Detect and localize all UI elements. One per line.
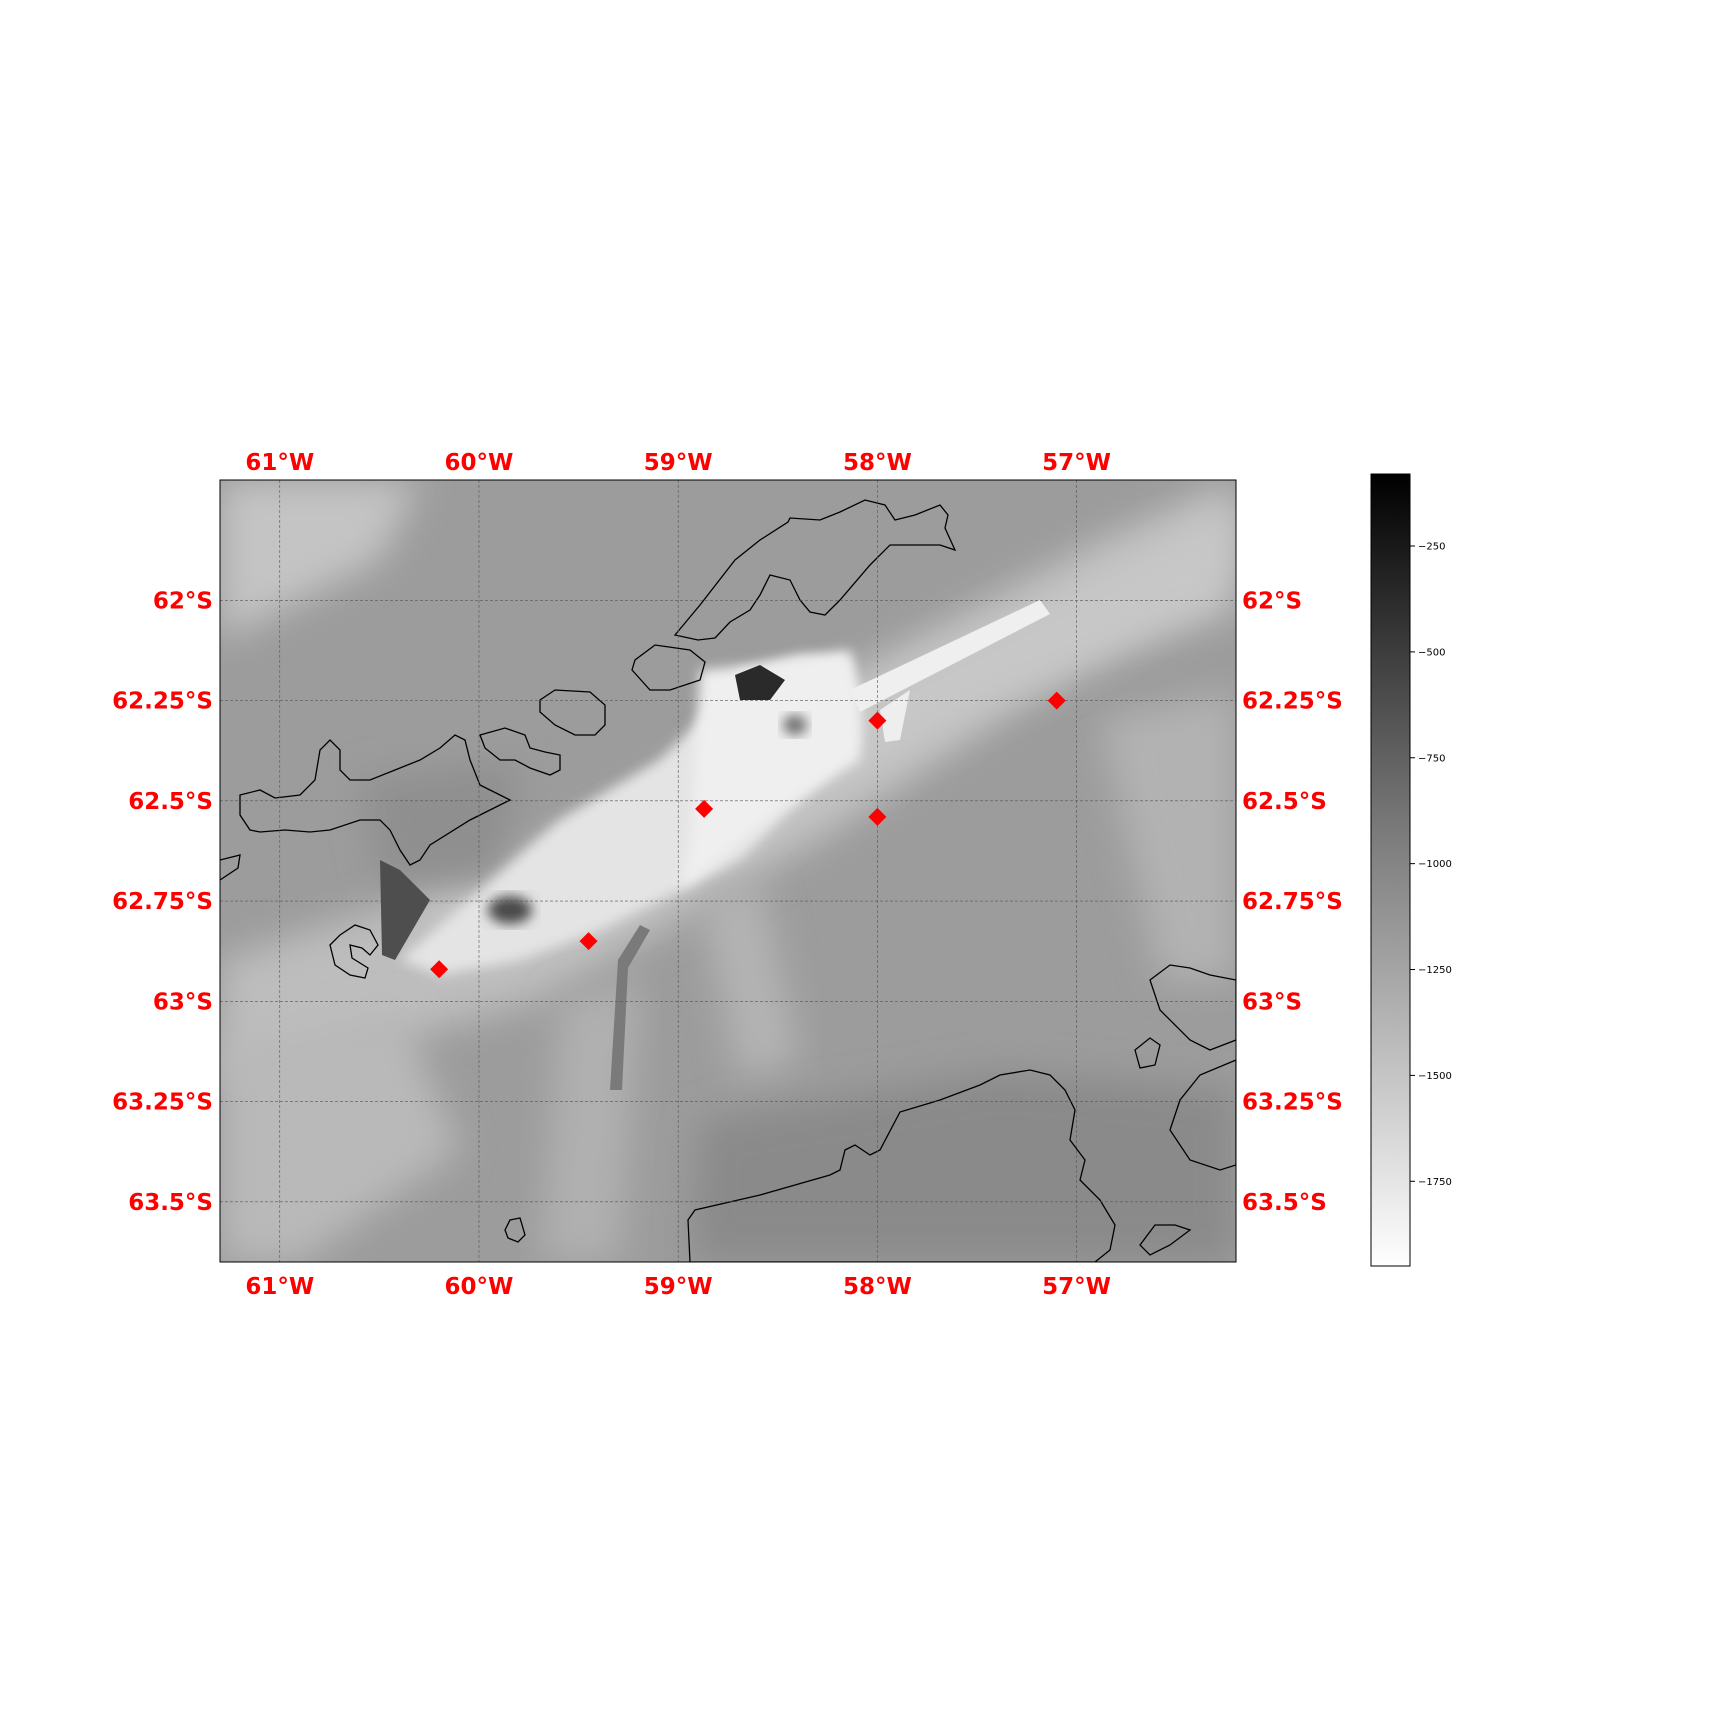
bathymetry-raster: [220, 480, 1236, 1262]
colorbar: [1370, 473, 1411, 1267]
gridlines: [220, 480, 1236, 1262]
lat-tick-label-left: 62.25°S: [112, 689, 213, 715]
lat-tick-label-left: 63.5°S: [128, 1190, 213, 1216]
colorbar-tick-label: −750: [1418, 753, 1445, 764]
station-marker: [1047, 691, 1066, 710]
lat-tick-label-right: 62.5°S: [1242, 789, 1327, 815]
station-marker: [430, 960, 449, 979]
lat-tick-label-left: 63.25°S: [112, 1090, 213, 1116]
lat-tick-label-left: 62°S: [153, 588, 213, 614]
station-marker: [695, 799, 714, 818]
lon-tick-label-top: 61°W: [245, 450, 314, 476]
lon-labels-top: 61°W 60°W 59°W 58°W 57°W: [245, 450, 1111, 476]
station-marker: [579, 932, 598, 951]
colorbar-tick-label: −1500: [1418, 1071, 1452, 1082]
lon-tick-label-top: 59°W: [644, 450, 713, 476]
lat-labels-right: 62°S 62.25°S 62.5°S 62.75°S 63°S 63.25°S 63.5°…: [1242, 588, 1343, 1216]
lon-tick-label-bottom: 61°W: [245, 1274, 314, 1300]
lat-tick-label-right: 62.75°S: [1242, 889, 1343, 915]
lat-tick-label-right: 63.25°S: [1242, 1090, 1343, 1116]
colorbar-tick-label: −1000: [1418, 859, 1452, 870]
lat-labels-left: 62°S 62.25°S 62.5°S 62.75°S 63°S 63.25°S 63.5°…: [112, 588, 213, 1216]
colorbar-tick-label: −1250: [1418, 965, 1452, 976]
lat-tick-label-left: 62.75°S: [112, 889, 213, 915]
lat-tick-label-right: 62.25°S: [1242, 689, 1343, 715]
colorbar-tick-label: −250: [1418, 542, 1445, 553]
lat-tick-label-left: 63°S: [153, 989, 213, 1015]
station-marker: [868, 711, 887, 730]
lon-tick-label-top: 57°W: [1042, 450, 1111, 476]
lon-tick-label-bottom: 58°W: [843, 1274, 912, 1300]
coastlines: [220, 499, 1236, 1262]
lat-tick-label-right: 63°S: [1242, 989, 1302, 1015]
lon-tick-label-top: 60°W: [445, 450, 514, 476]
lon-tick-label-bottom: 59°W: [644, 1274, 713, 1300]
colorbar-tick-label: −1750: [1418, 1177, 1452, 1188]
colorbar-ticks: −250 −500 −750 −1000 −1250 −1500 −1750: [1410, 542, 1452, 1188]
lat-tick-label-left: 62.5°S: [128, 789, 213, 815]
lon-labels-bottom: 61°W 60°W 59°W 58°W 57°W: [245, 1274, 1111, 1300]
colorbar-tick-label: −500: [1418, 647, 1445, 658]
lat-tick-label-right: 63.5°S: [1242, 1190, 1327, 1216]
lon-tick-label-bottom: 57°W: [1042, 1274, 1111, 1300]
marker-layer: [430, 691, 1066, 979]
lat-tick-label-right: 62°S: [1242, 588, 1302, 614]
lon-tick-label-top: 58°W: [843, 450, 912, 476]
lon-tick-label-bottom: 60°W: [445, 1274, 514, 1300]
station-marker: [868, 807, 887, 826]
map-frame: [219, 479, 1237, 1263]
